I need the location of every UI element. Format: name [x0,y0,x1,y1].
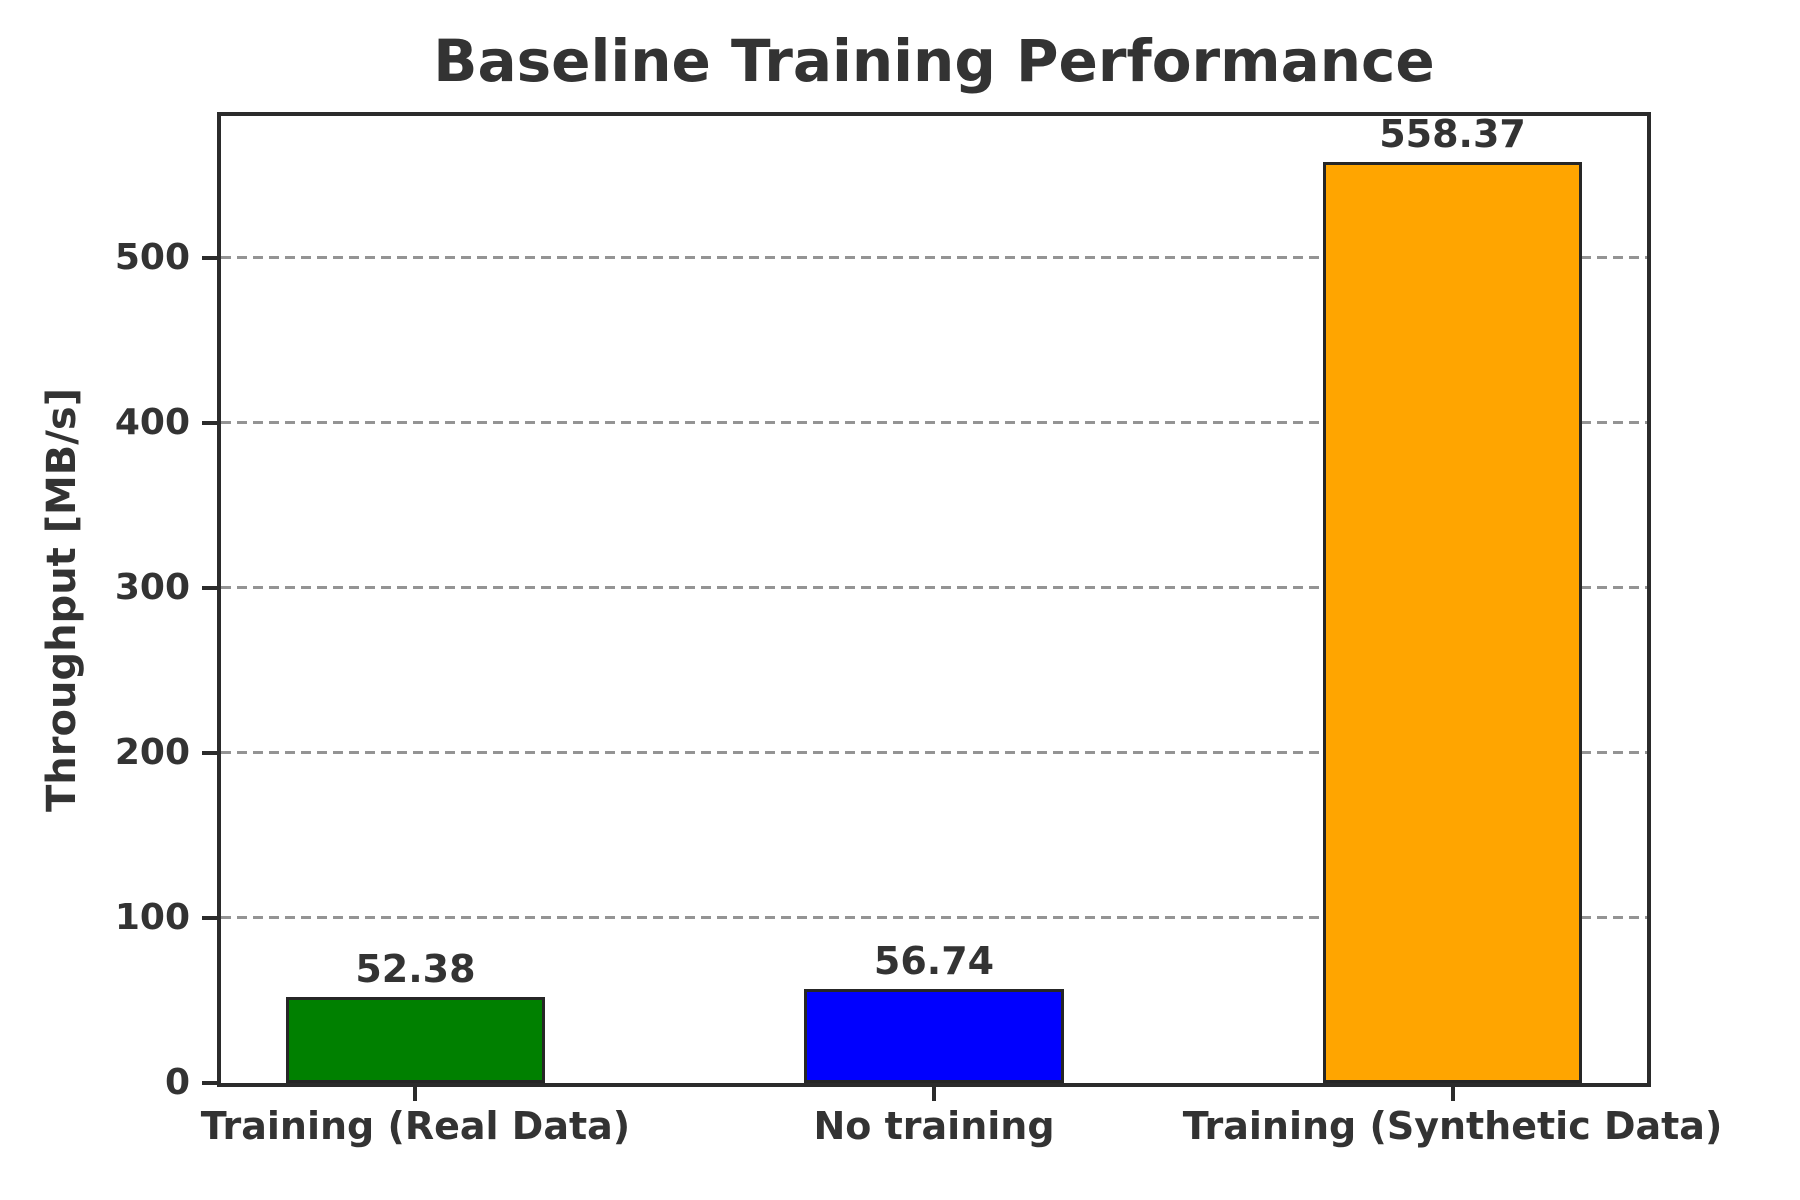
gridline-400 [221,421,1647,425]
bar-0 [285,996,546,1083]
y-tick-mark-500 [202,255,217,260]
x-tick-mark-1 [932,1087,936,1101]
y-tick-mark-0 [202,1081,217,1085]
y-tick-label-300: 300 [114,566,190,608]
gridline-100 [221,916,1647,920]
y-tick-label-200: 200 [114,731,190,773]
y-tick-label-400: 400 [114,401,190,443]
x-tick-label-1: No training [813,1104,1055,1148]
y-tick-label-100: 100 [114,896,190,938]
bar-value-label-0: 52.38 [355,946,476,991]
x-tick-mark-2 [1450,1087,1455,1101]
chart-title: Baseline Training Performance [433,27,1435,95]
x-tick-label-0: Training (Real Data) [200,1104,631,1148]
y-tick-mark-300 [202,585,217,590]
x-tick-mark-0 [413,1087,418,1101]
plot-area: 52.38 56.74 558.37 [217,112,1651,1087]
x-tick-label-2: Training (Synthetic Data) [1182,1104,1723,1148]
bar-2 [1322,161,1583,1083]
y-tick-mark-200 [202,750,217,755]
gridline-500 [221,256,1647,260]
y-tick-mark-100 [202,915,217,920]
y-tick-label-0: 0 [164,1062,190,1103]
bar-value-label-1: 56.74 [873,939,995,984]
bar-value-label-2: 558.37 [1379,111,1526,156]
bar-1 [804,989,1064,1083]
y-tick-label-500: 500 [114,236,190,278]
gridline-200 [221,751,1647,755]
gridline-300 [221,586,1647,590]
y-tick-mark-400 [202,420,217,425]
